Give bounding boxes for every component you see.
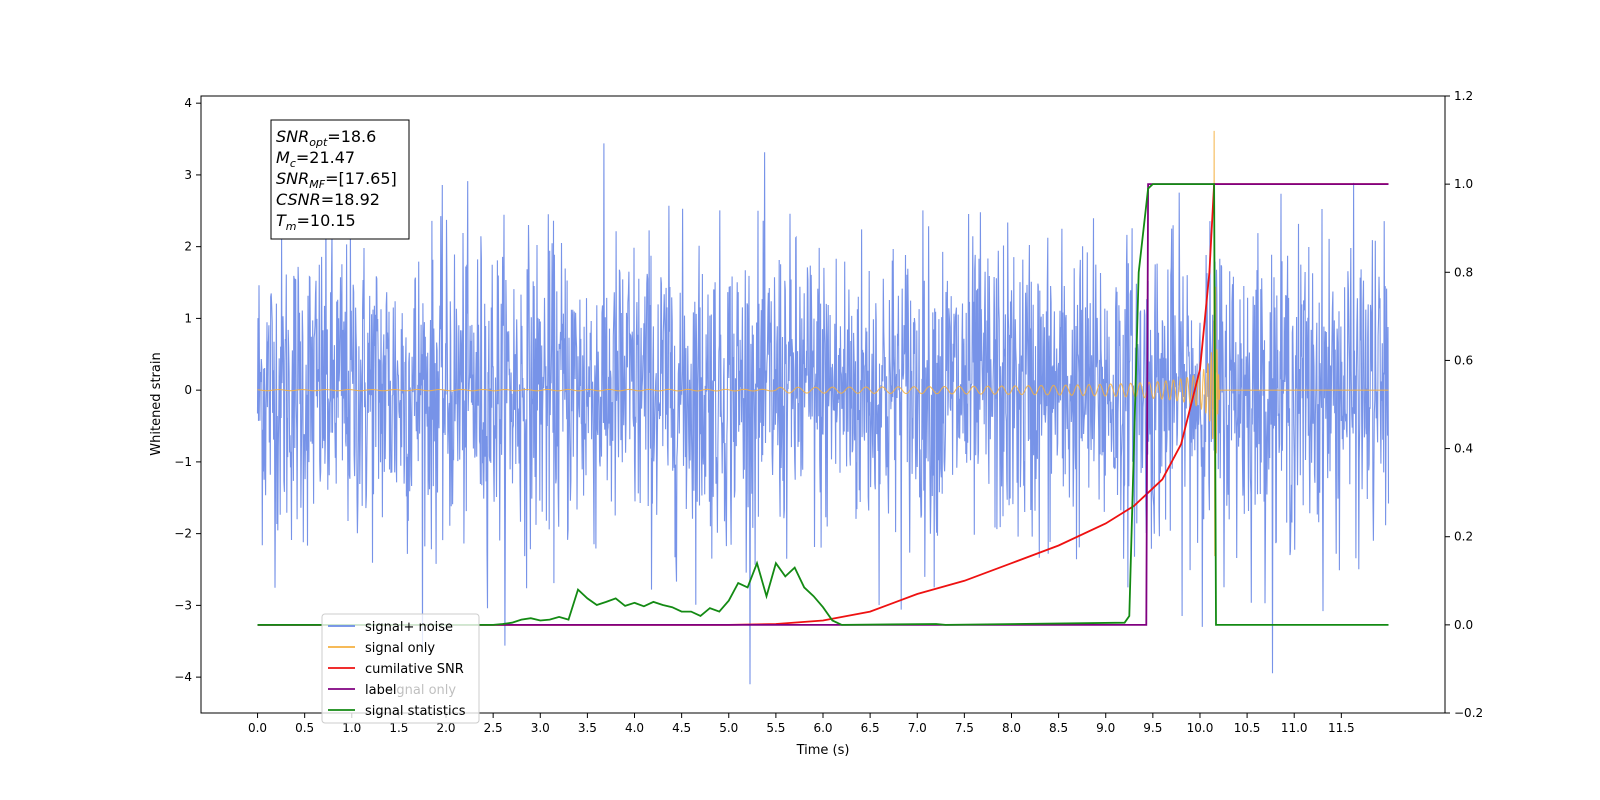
x-tick-label: 3.5 [578, 721, 597, 735]
x-tick-label: 5.5 [766, 721, 785, 735]
annotation-value: =18.6 [327, 127, 376, 146]
y-tick-label-right: −0.2 [1454, 706, 1483, 720]
x-tick-label: 2.0 [436, 721, 455, 735]
y-tick-label-right: 1.0 [1454, 177, 1473, 191]
legend-label: signal only [365, 641, 435, 656]
x-tick-label: 11.5 [1328, 721, 1355, 735]
plot-area [256, 130, 1390, 685]
x-tick-label: 0.0 [248, 721, 267, 735]
x-tick-label: 4.0 [625, 721, 644, 735]
y-tick-label-left: −1 [174, 455, 192, 469]
series-signal-noise-line [256, 143, 1390, 685]
x-tick-label: 6.5 [861, 721, 880, 735]
legend: signal+ noise signal only cumilative SNR la… [321, 613, 480, 724]
x-tick-label: 9.0 [1096, 721, 1115, 735]
legend-label: signal+ noise [365, 620, 453, 635]
x-tick-label: 1.0 [342, 721, 361, 735]
y-tick-label-right: 1.2 [1454, 89, 1473, 103]
x-tick-label: 6.0 [813, 721, 832, 735]
y-tick-label-right: 0.2 [1454, 530, 1473, 544]
annotation-subscript: m [286, 220, 297, 233]
x-tick-label: 7.5 [955, 721, 974, 735]
series-signal-only-line [257, 130, 1389, 557]
x-tick-label: 10.0 [1187, 721, 1214, 735]
annotation-value: =21.47 [296, 148, 355, 167]
annotation-symbol: CSNR [276, 190, 321, 209]
x-tick-label: 1.5 [389, 721, 408, 735]
series-signal-statistics-line [257, 183, 1389, 626]
annotation-subscript: opt [309, 136, 328, 149]
annotation-symbol: SNR [276, 169, 309, 188]
legend-label: cumilative SNR [365, 662, 464, 677]
y-tick-label-right: 0.6 [1454, 353, 1473, 367]
annotation-line: SNRopt=18.6 [276, 127, 376, 149]
y-tick-label-left: 2 [184, 240, 192, 254]
annotation-line: SNRMF=[17.65] [276, 169, 397, 191]
x-tick-label: 10.5 [1234, 721, 1261, 735]
y-tick-label-left: −3 [174, 598, 192, 612]
annotation-line: CSNR=18.92 [276, 190, 380, 209]
annotation-subscript: c [290, 157, 296, 170]
y-tick-label-right: 0.8 [1454, 265, 1473, 279]
series-cumilative-snr-line [257, 183, 1389, 626]
annotation-line: Mc=21.47 [276, 148, 355, 170]
y-tick-label-left: 3 [184, 168, 192, 182]
annotation-frame [270, 119, 410, 240]
legend-label: signal statistics [365, 704, 466, 719]
x-tick-label: 8.5 [1049, 721, 1068, 735]
x-tick-label: 7.0 [908, 721, 927, 735]
annotation-symbol: SNR [276, 127, 309, 146]
y-tick-label-right: 0.4 [1454, 442, 1473, 456]
annotation-value: =[17.65] [325, 169, 397, 188]
x-tick-label: 3.0 [531, 721, 550, 735]
annotation-subscript: MF [309, 178, 325, 191]
annotation-line: Tm=10.15 [276, 211, 356, 233]
y-tick-label-left: 4 [184, 96, 192, 110]
legend-frame [321, 613, 480, 724]
annotation-symbol: M [276, 148, 290, 167]
y-tick-label-left: 1 [184, 311, 192, 325]
annotation-symbol: T [276, 211, 287, 230]
annotation-value: =10.15 [297, 211, 356, 230]
y-tick-label-left: 0 [184, 383, 192, 397]
x-tick-label: 5.0 [719, 721, 738, 735]
x-tick-label: 8.0 [1002, 721, 1021, 735]
y-tick-label-left: −2 [174, 527, 192, 541]
x-tick-label: 2.5 [484, 721, 503, 735]
x-tick-label: 9.5 [1143, 721, 1162, 735]
y-tick-label-left: −4 [174, 670, 192, 684]
y-axis-label: Whitened strain [149, 352, 164, 455]
x-axis: 0.0 0.5 1.0 1.5 2.0 2.5 3.0 3.5 4.0 4.5 5.0 5.5 6.0 6… [248, 713, 1355, 735]
x-tick-label: 4.5 [672, 721, 691, 735]
x-tick-label: 11.0 [1281, 721, 1308, 735]
x-axis-label: Time (s) [796, 743, 850, 758]
y-tick-label-right: 0.0 [1454, 618, 1473, 632]
y-axis-right: 1.2 1.0 0.8 0.6 0.4 0.2 0.0 −0.2 [1445, 89, 1483, 720]
legend-label: label [365, 683, 396, 698]
annotation-value: =18.92 [321, 190, 380, 209]
x-tick-label: 0.5 [295, 721, 314, 735]
annotation-box: SNRopt=18.6Mc=21.47SNRMF=[17.65]CSNR=18.… [270, 119, 410, 240]
y-axis-left: 4 3 2 1 0 −1 −2 −3 −4 [174, 96, 201, 684]
legend-ghost-label: signal only [386, 683, 456, 698]
